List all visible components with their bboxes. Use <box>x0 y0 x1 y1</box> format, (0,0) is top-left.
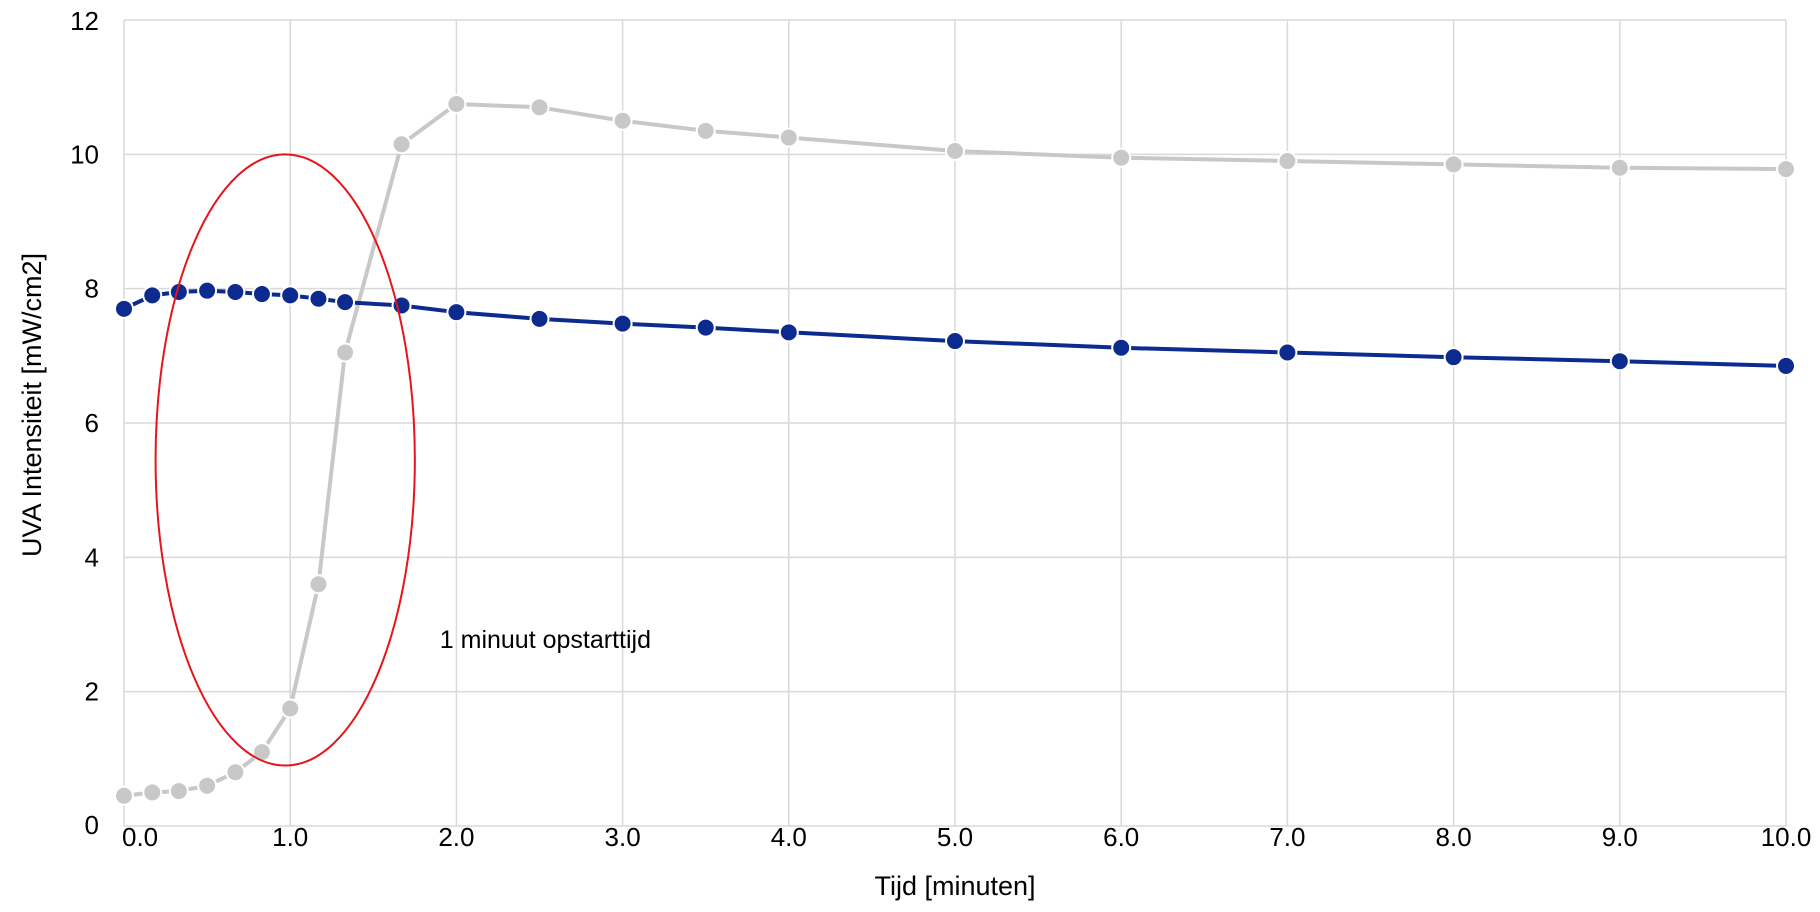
data-point <box>1776 159 1796 180</box>
x-tick-label: 9.0 <box>1602 822 1638 852</box>
series-2 <box>114 280 1796 376</box>
data-point <box>280 285 301 306</box>
x-tick-label: 10.0 <box>1761 822 1812 852</box>
data-point <box>335 342 356 363</box>
data-point <box>335 292 356 313</box>
y-tick-label: 8 <box>85 274 99 304</box>
x-tick-label: 4.0 <box>771 822 807 852</box>
data-point <box>142 285 163 306</box>
data-point <box>168 781 189 802</box>
data-point <box>225 282 246 303</box>
data-point <box>1443 154 1464 175</box>
y-tick-label: 6 <box>85 408 99 438</box>
data-point <box>197 280 218 301</box>
data-point <box>945 140 965 161</box>
y-tick-label: 4 <box>85 542 99 572</box>
data-point <box>308 574 329 595</box>
data-point <box>1277 151 1298 172</box>
data-point <box>778 322 799 343</box>
data-point <box>114 785 134 806</box>
data-point <box>612 313 633 334</box>
data-point <box>1609 351 1630 372</box>
axis-layer: 0.0 1.0 2.0 3.0 4.0 5.0 6.0 7.0 8.0 9.0 10.0 0 2 4 6 8 1… <box>70 6 1811 852</box>
data-point <box>695 317 716 338</box>
x-tick-label: 1.0 <box>272 822 308 852</box>
gridlines <box>123 19 1787 827</box>
x-tick-label: 0.0 <box>122 822 158 852</box>
data-point <box>446 302 467 323</box>
x-tick-label: 6.0 <box>1103 822 1139 852</box>
data-point <box>1277 342 1298 363</box>
series-1 <box>114 93 1796 806</box>
data-point <box>778 127 799 148</box>
annotation-label: 1 minuut opstarttijd <box>440 626 651 654</box>
highlight-ellipse <box>154 153 416 767</box>
data-point <box>114 298 134 319</box>
data-point <box>1609 157 1630 178</box>
x-tick-label: 7.0 <box>1269 822 1305 852</box>
data-point <box>391 134 412 155</box>
data-point <box>225 762 246 783</box>
data-point <box>391 295 412 316</box>
data-point <box>308 288 329 309</box>
x-tick-label: 2.0 <box>438 822 474 852</box>
y-tick-label: 12 <box>70 6 99 36</box>
data-point <box>280 698 301 719</box>
data-point <box>945 331 965 352</box>
data-point <box>529 97 550 118</box>
x-tick-label: 8.0 <box>1436 822 1472 852</box>
y-axis-title: UVA Intensiteit [mW/cm2] <box>17 253 47 557</box>
y-tick-label: 2 <box>85 677 99 707</box>
data-point <box>142 782 163 803</box>
x-tick-label: 3.0 <box>605 822 641 852</box>
series-layer <box>114 93 1796 806</box>
annotation-layer: 1 minuut opstarttijd <box>154 153 651 767</box>
data-point <box>1443 347 1464 368</box>
data-point <box>612 110 633 131</box>
y-tick-label: 0 <box>85 810 99 840</box>
data-point <box>197 775 218 796</box>
data-point <box>251 284 272 305</box>
data-point <box>1776 355 1796 376</box>
y-tick-label: 10 <box>70 139 99 169</box>
data-point <box>446 93 467 114</box>
data-point <box>695 120 716 141</box>
data-point <box>1111 337 1132 358</box>
data-point <box>1111 147 1132 168</box>
x-tick-label: 5.0 <box>937 822 973 852</box>
x-axis-title: Tijd [minuten] <box>874 871 1035 901</box>
data-point <box>529 308 550 329</box>
